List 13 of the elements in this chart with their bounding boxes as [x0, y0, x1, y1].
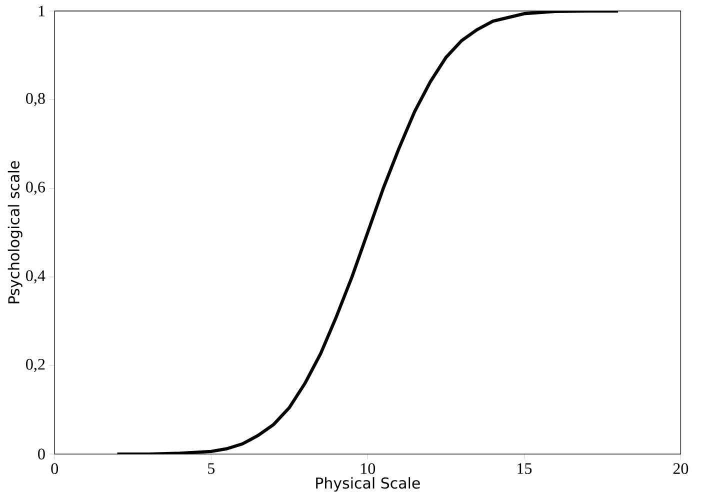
x-tick-label: 10 — [361, 462, 376, 474]
y-tick-label: 0 — [38, 448, 45, 460]
y-tick-label: 0,8 — [26, 92, 45, 106]
x-axis-title: Physical Scale — [316, 476, 420, 492]
y-tick-label: 0,2 — [26, 358, 45, 372]
x-tick-label: 20 — [673, 462, 688, 474]
x-tick-label: 0 — [51, 462, 58, 474]
y-tick-label: 0,6 — [26, 181, 46, 195]
y-tick-label: 0,4 — [26, 270, 46, 284]
x-tick-label: 15 — [518, 462, 532, 474]
y-axis-title: Psychological scale — [8, 160, 22, 303]
x-tick-label: 5 — [208, 462, 215, 474]
y-tick-label: 1 — [38, 5, 45, 16]
